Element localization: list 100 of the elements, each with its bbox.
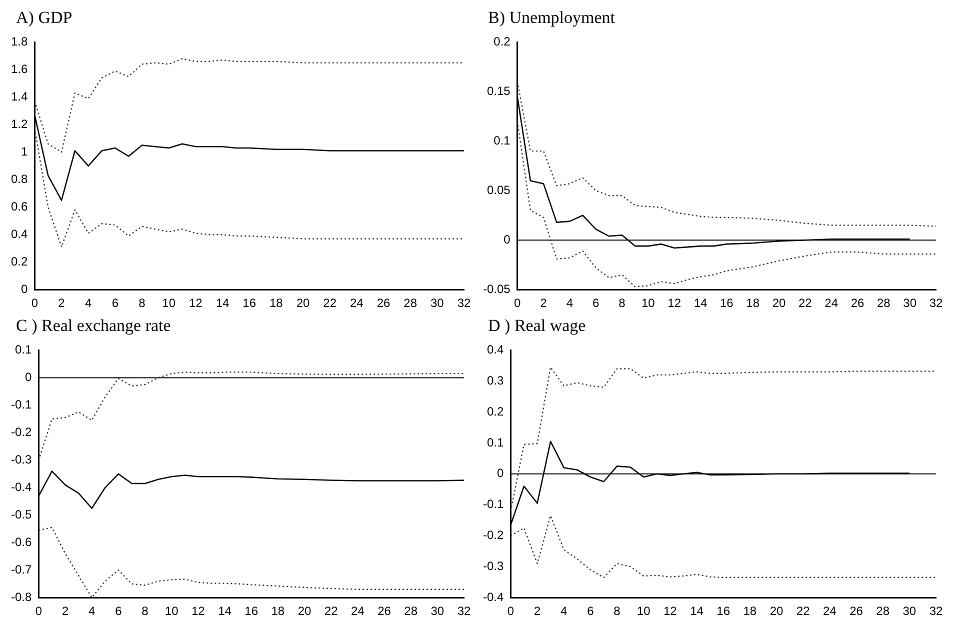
x-tick-label: 18 <box>269 296 284 310</box>
x-tick-label: 8 <box>614 604 621 618</box>
x-tick-label: 10 <box>162 296 176 310</box>
y-tick-label: -0.05 <box>482 282 511 296</box>
x-tick-label: 22 <box>796 604 810 618</box>
x-tick-label: 0 <box>514 296 522 310</box>
x-tick-label: 12 <box>191 604 206 618</box>
chart-title: B) Unemployment <box>487 8 616 29</box>
y-tick-label: -0.2 <box>482 528 504 542</box>
x-tick-label: 16 <box>716 604 730 618</box>
x-tick-label: 28 <box>404 604 418 618</box>
y-tick-label: -0.8 <box>10 590 32 604</box>
y-tick-label: -0.1 <box>482 497 504 512</box>
x-tick-label: 2 <box>534 604 541 618</box>
y-tick-label: 1.6 <box>10 62 28 76</box>
x-tick-label: 30 <box>902 604 916 618</box>
chart-title: C ) Real exchange rate <box>15 316 172 337</box>
x-tick-label: 26 <box>378 604 392 618</box>
x-tick-label: 10 <box>636 604 651 618</box>
x-tick-label: 30 <box>430 296 444 310</box>
y-tick-label: 0.4 <box>10 226 28 241</box>
x-tick-label: 32 <box>457 604 471 618</box>
x-tick-label: 18 <box>746 296 760 310</box>
x-tick-label: 6 <box>115 604 122 618</box>
y-tick-label: 0 <box>24 370 32 384</box>
y-tick-label: -0.1 <box>10 397 32 412</box>
y-tick-label: 0.2 <box>494 34 511 49</box>
x-tick-label: 4 <box>85 296 92 310</box>
y-tick-label: 0.6 <box>10 199 28 214</box>
y-tick-label: 0.1 <box>494 133 511 148</box>
x-tick-label: 8 <box>142 604 149 618</box>
x-tick-label: 24 <box>350 296 364 310</box>
x-tick-label: 4 <box>560 604 568 618</box>
x-tick-label: 4 <box>566 296 574 310</box>
x-tick-label: 14 <box>216 296 230 310</box>
x-tick-label: 32 <box>929 604 943 618</box>
x-tick-label: 2 <box>540 296 548 310</box>
x-tick-label: 8 <box>618 296 626 310</box>
x-tick-label: 4 <box>88 604 96 618</box>
x-tick-label: 28 <box>404 296 418 310</box>
y-tick-label: 0.2 <box>486 404 504 418</box>
y-tick-label: 1.2 <box>10 116 28 131</box>
x-tick-label: 28 <box>876 296 891 310</box>
x-tick-label: 12 <box>668 296 682 310</box>
x-tick-label: 24 <box>350 604 365 618</box>
x-tick-label: 30 <box>903 296 917 310</box>
x-tick-label: 0 <box>35 604 42 618</box>
x-tick-label: 22 <box>798 296 812 310</box>
x-tick-label: 22 <box>323 296 337 310</box>
x-tick-label: 30 <box>430 604 444 618</box>
y-tick-label: -0.4 <box>482 590 504 604</box>
y-tick-label: 0 <box>496 466 504 480</box>
y-tick-label: 0.1 <box>14 342 32 357</box>
y-tick-label: -0.4 <box>10 480 32 494</box>
x-tick-label: 14 <box>690 604 704 618</box>
y-tick-label: 0.3 <box>486 373 504 388</box>
y-tick-label: 0.4 <box>486 342 504 357</box>
x-tick-label: 14 <box>218 604 232 618</box>
y-tick-label: 1.4 <box>10 89 28 104</box>
x-tick-label: 6 <box>592 296 600 310</box>
x-tick-label: 20 <box>296 296 310 310</box>
y-tick-label: -0.3 <box>10 452 32 466</box>
x-tick-label: 20 <box>770 604 784 618</box>
x-tick-label: 18 <box>271 604 285 618</box>
y-tick-label: 0 <box>20 282 28 296</box>
x-tick-label: 18 <box>743 604 757 618</box>
x-tick-label: 6 <box>112 296 119 310</box>
x-tick-label: 26 <box>376 296 390 310</box>
y-tick-label: 0.2 <box>10 254 28 268</box>
y-tick-label: -0.2 <box>10 424 32 439</box>
x-tick-label: 10 <box>164 604 179 618</box>
x-tick-label: 12 <box>188 296 203 310</box>
y-tick-label: -0.7 <box>10 562 32 576</box>
x-tick-label: 32 <box>929 296 943 310</box>
y-tick-label: 1 <box>20 144 28 158</box>
x-tick-label: 16 <box>242 296 256 310</box>
x-tick-label: 32 <box>457 296 471 310</box>
x-tick-label: 20 <box>298 604 312 618</box>
x-tick-label: 28 <box>876 604 890 618</box>
x-tick-label: 8 <box>138 296 146 310</box>
y-tick-label: 0.1 <box>486 435 504 450</box>
x-tick-label: 2 <box>58 296 66 310</box>
x-tick-label: 24 <box>822 604 837 618</box>
x-tick-label: 22 <box>324 604 338 618</box>
y-tick-label: -0.5 <box>10 507 32 522</box>
x-tick-label: 26 <box>850 604 864 618</box>
chart-title: D ) Real wage <box>487 316 587 337</box>
x-tick-label: 26 <box>850 296 864 310</box>
y-tick-label: -0.6 <box>10 534 32 549</box>
y-tick-label: 0.05 <box>486 182 511 197</box>
y-tick-label: -0.3 <box>482 558 504 573</box>
y-tick-label: 0.15 <box>486 84 511 98</box>
chart-title: A) GDP <box>15 8 74 29</box>
x-tick-label: 12 <box>663 604 678 618</box>
x-tick-label: 14 <box>694 296 708 310</box>
y-tick-label: 1.8 <box>10 34 28 49</box>
x-tick-label: 20 <box>772 296 786 310</box>
x-tick-label: 2 <box>62 604 69 618</box>
x-tick-label: 16 <box>244 604 258 618</box>
x-tick-label: 24 <box>824 296 838 310</box>
